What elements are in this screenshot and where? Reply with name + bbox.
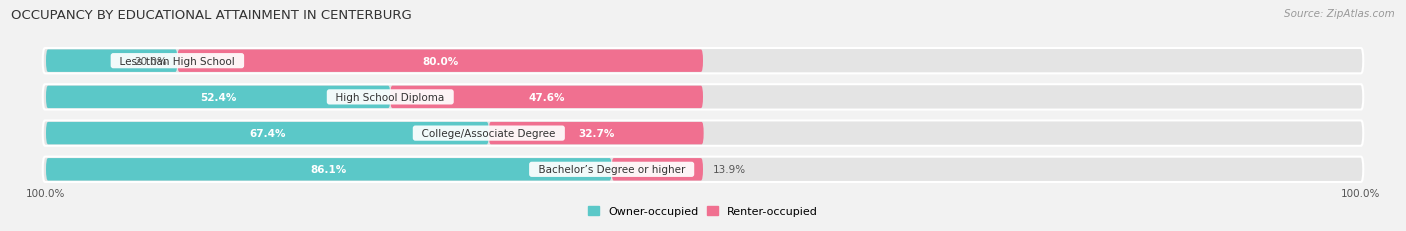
Text: 67.4%: 67.4% [249, 128, 285, 139]
FancyBboxPatch shape [42, 49, 1364, 74]
Text: 20.0%: 20.0% [135, 56, 167, 66]
Text: 47.6%: 47.6% [529, 92, 565, 103]
Text: 80.0%: 80.0% [422, 56, 458, 66]
FancyBboxPatch shape [42, 157, 1364, 182]
FancyBboxPatch shape [42, 85, 1364, 110]
Text: 100.0%: 100.0% [27, 188, 66, 198]
FancyBboxPatch shape [46, 122, 489, 145]
Text: Bachelor’s Degree or higher: Bachelor’s Degree or higher [531, 165, 692, 175]
Text: 32.7%: 32.7% [578, 128, 614, 139]
FancyBboxPatch shape [612, 158, 703, 181]
Text: College/Associate Degree: College/Associate Degree [415, 128, 562, 139]
Text: 13.9%: 13.9% [713, 165, 747, 175]
Text: High School Diploma: High School Diploma [329, 92, 451, 103]
FancyBboxPatch shape [489, 122, 703, 145]
FancyBboxPatch shape [46, 158, 612, 181]
Text: 86.1%: 86.1% [311, 165, 347, 175]
FancyBboxPatch shape [42, 121, 1364, 146]
FancyBboxPatch shape [177, 50, 703, 73]
Text: 100.0%: 100.0% [1340, 188, 1379, 198]
FancyBboxPatch shape [391, 86, 703, 109]
Text: Source: ZipAtlas.com: Source: ZipAtlas.com [1284, 9, 1395, 19]
Text: OCCUPANCY BY EDUCATIONAL ATTAINMENT IN CENTERBURG: OCCUPANCY BY EDUCATIONAL ATTAINMENT IN C… [11, 9, 412, 22]
FancyBboxPatch shape [46, 86, 391, 109]
Text: Less than High School: Less than High School [114, 56, 242, 66]
FancyBboxPatch shape [46, 50, 177, 73]
Legend: Owner-occupied, Renter-occupied: Owner-occupied, Renter-occupied [588, 206, 818, 216]
Text: 52.4%: 52.4% [200, 92, 236, 103]
